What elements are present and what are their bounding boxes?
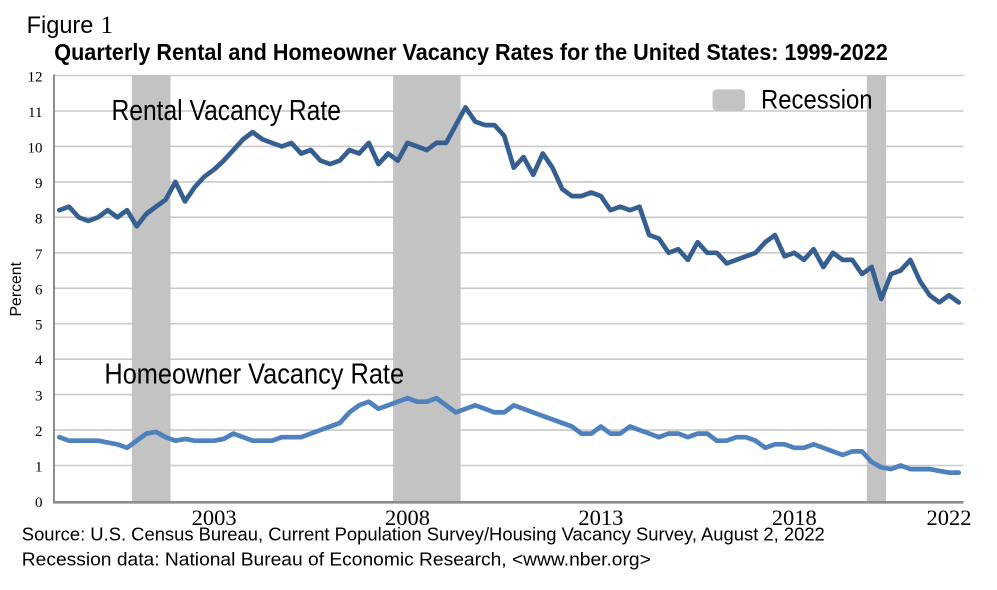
svg-text:5: 5	[35, 318, 43, 334]
svg-text:8: 8	[35, 211, 43, 227]
svg-text:Recession: Recession	[761, 85, 873, 115]
svg-text:2013: 2013	[578, 505, 623, 530]
svg-text:Figure: Figure	[27, 12, 94, 39]
svg-text:Homeowner Vacancy Rate: Homeowner Vacancy Rate	[104, 359, 404, 391]
svg-text:4: 4	[35, 353, 43, 369]
svg-text:Source: U.S. Census Bureau, Cu: Source: U.S. Census Bureau, Current Popu…	[22, 525, 825, 545]
svg-text:Percent: Percent	[8, 261, 25, 316]
svg-text:3: 3	[35, 389, 43, 405]
svg-text:2022: 2022	[927, 505, 972, 530]
svg-text:7: 7	[35, 247, 43, 263]
svg-text:0: 0	[35, 495, 43, 511]
svg-text:Quarterly Rental and Homeowner: Quarterly Rental and Homeowner Vacancy R…	[54, 39, 888, 65]
svg-text:2: 2	[35, 424, 43, 440]
svg-text:Recession data: National Burea: Recession data: National Bureau of Econo…	[22, 550, 651, 570]
svg-text:Rental Vacancy Rate: Rental Vacancy Rate	[112, 95, 341, 127]
svg-text:6: 6	[35, 282, 43, 298]
svg-text:1: 1	[101, 12, 114, 39]
svg-text:9: 9	[35, 176, 43, 192]
svg-text:2018: 2018	[772, 505, 817, 530]
svg-text:10: 10	[28, 140, 43, 156]
svg-text:11: 11	[28, 105, 42, 121]
svg-text:1: 1	[35, 460, 43, 476]
svg-text:12: 12	[28, 70, 43, 86]
svg-text:2003: 2003	[192, 505, 237, 530]
svg-text:2008: 2008	[385, 505, 430, 530]
